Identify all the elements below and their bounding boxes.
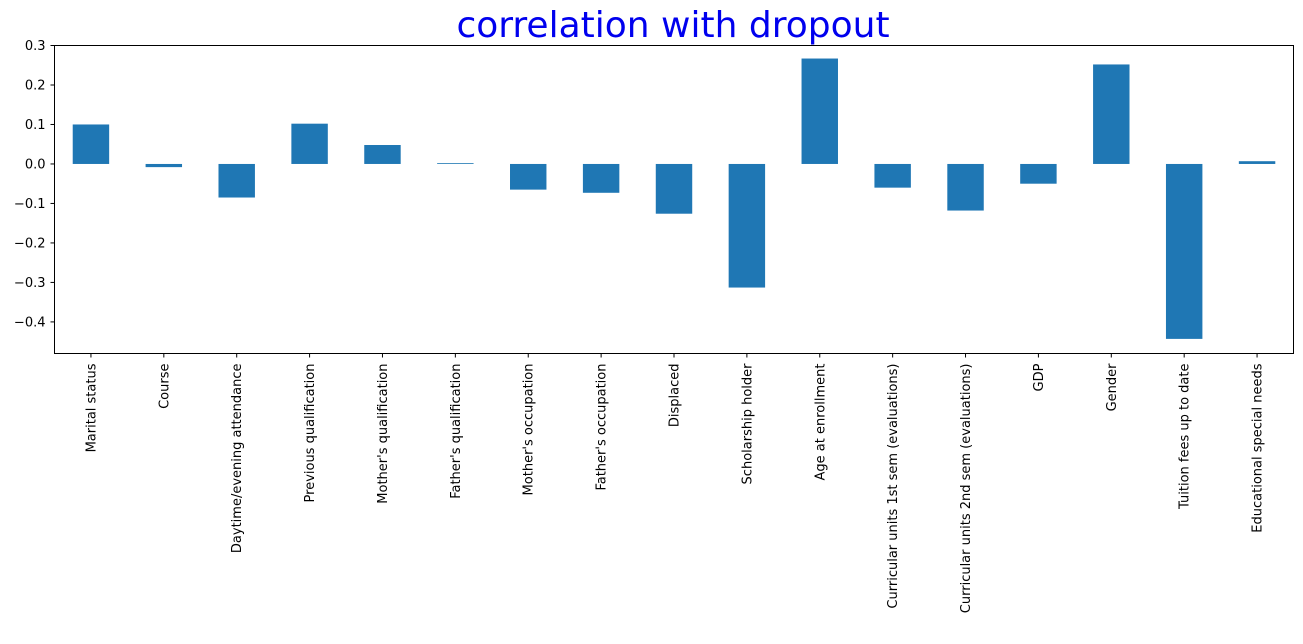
x-tick-label: Mother's qualification: [376, 364, 391, 504]
bar-16: [1238, 161, 1276, 164]
y-axis: 0.3 0.2 0.1 0.0 −0.1 −0.2 −0.3 −0.4: [14, 39, 55, 330]
x-axis: Marital status Course Daytime/evening atte…: [84, 353, 1266, 614]
x-tick-label: Tuition fees up to date: [1178, 364, 1193, 510]
x-tick-label: Gender: [1105, 363, 1120, 412]
y-tick-label: −0.3: [14, 276, 46, 291]
bars-group: [72, 58, 1276, 339]
bar-9: [728, 163, 766, 288]
x-tick-label: Mother's occupation: [522, 364, 537, 496]
bar-6: [510, 163, 547, 190]
bar-10: [801, 58, 838, 164]
bar-12: [947, 163, 984, 211]
bar-4: [364, 145, 401, 164]
x-tick-label: Educational special needs: [1251, 363, 1266, 532]
bar-7: [582, 163, 620, 193]
x-tick-label: Father's qualification: [449, 363, 464, 498]
bar-8: [655, 163, 693, 214]
bar-15: [1165, 163, 1203, 339]
y-tick-label: −0.1: [14, 197, 46, 212]
bar-13: [1020, 163, 1057, 184]
y-tick-label: 0.1: [25, 118, 46, 133]
x-tick-label: Curricular units 1st sem (evaluations): [886, 363, 901, 608]
bar-11: [874, 163, 911, 188]
bar-14: [1093, 64, 1130, 164]
bar-2: [218, 163, 255, 198]
bar-3: [291, 123, 328, 164]
bar-5: [437, 163, 474, 164]
x-tick-label: Course: [157, 364, 172, 409]
bar-1: [145, 163, 183, 168]
x-tick-label: Displaced: [668, 364, 683, 428]
plot-frame: [54, 45, 1294, 354]
x-tick-label: Daytime/evening attendance: [230, 364, 245, 554]
x-tick-label: Scholarship holder: [740, 363, 755, 485]
y-tick-label: 0.0: [25, 157, 46, 172]
x-tick-label: Marital status: [84, 363, 99, 452]
x-tick-label: GDP: [1032, 363, 1047, 391]
bar-0: [72, 124, 110, 164]
x-tick-label: Previous qualification: [303, 364, 318, 503]
chart-title: correlation with dropout: [456, 5, 889, 46]
x-tick-label: Age at enrollment: [813, 364, 828, 481]
y-tick-label: −0.2: [14, 236, 46, 251]
y-tick-label: 0.2: [25, 78, 46, 93]
y-tick-label: −0.4: [14, 315, 46, 330]
x-tick-label: Curricular units 2nd sem (evaluations): [959, 364, 974, 614]
y-tick-label: 0.3: [25, 39, 46, 54]
x-tick-label: Father's occupation: [595, 364, 610, 491]
